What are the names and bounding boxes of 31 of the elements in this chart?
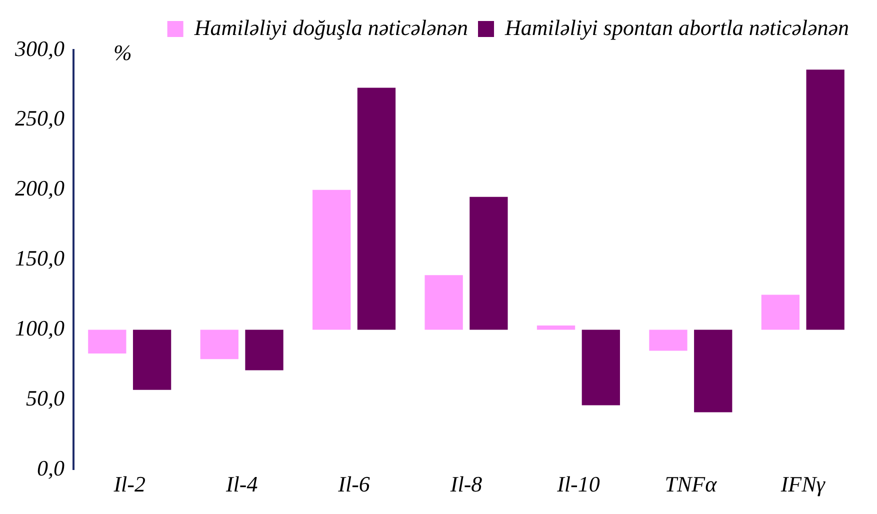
legend-label: Hamiləliyi spontan abortla nəticələnən <box>504 14 850 40</box>
y-tick-label: 0,0 <box>37 455 64 480</box>
y-axis-title: % <box>114 40 132 65</box>
x-tick-label: Il-6 <box>337 472 370 497</box>
bar <box>649 330 688 351</box>
y-tick-label: 50,0 <box>26 385 64 410</box>
bar <box>694 330 732 412</box>
legend-label: Hamiləliyi doğuşla nəticələnən <box>193 14 468 40</box>
bar <box>806 70 844 330</box>
bar <box>582 330 620 406</box>
bar <box>424 275 463 330</box>
y-tick-label: 250,0 <box>15 106 64 131</box>
y-tick-label: 100,0 <box>15 316 64 341</box>
bar <box>761 294 800 330</box>
bar <box>132 330 172 390</box>
y-tick-label: 150,0 <box>15 246 64 271</box>
bar <box>245 330 284 370</box>
x-tick-label: Il-4 <box>224 472 258 497</box>
bar <box>470 196 508 330</box>
x-tick-label: TNFα <box>664 472 718 497</box>
x-tick-label: IFNγ <box>780 472 826 497</box>
bar <box>312 190 351 330</box>
x-tick-label: Il-10 <box>556 472 600 497</box>
x-tick-label: Il-2 <box>112 472 146 497</box>
bar <box>536 326 576 330</box>
y-tick-label: 300,0 <box>14 36 64 61</box>
bar <box>88 330 126 354</box>
x-tick-label: Il-8 <box>449 472 482 497</box>
y-tick-label: 200,0 <box>15 176 64 201</box>
bar <box>200 330 238 360</box>
bar <box>357 88 396 330</box>
